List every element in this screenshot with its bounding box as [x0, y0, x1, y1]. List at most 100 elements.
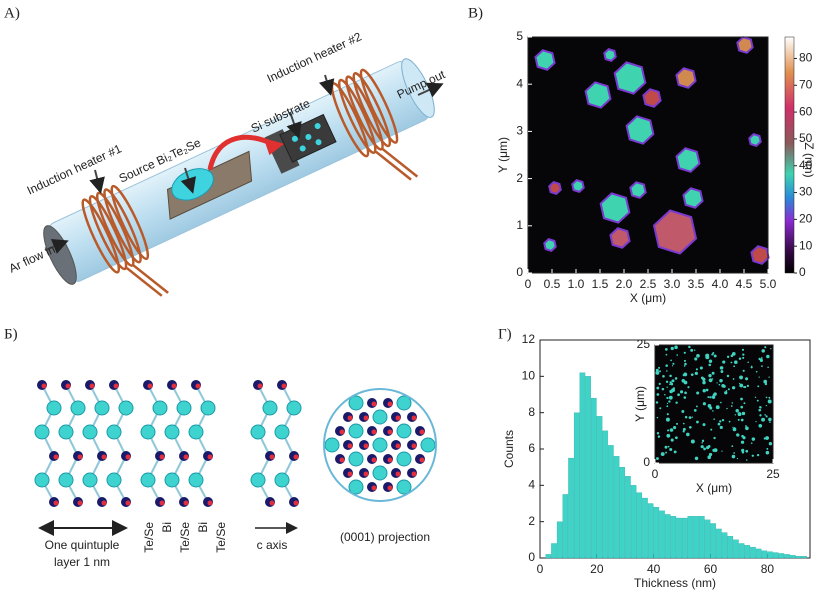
atom-te-hl [90, 384, 95, 389]
grain-dot [683, 374, 685, 376]
atom-te-hl [420, 430, 425, 435]
grain-dot [721, 384, 725, 388]
x-tick-label: 3.0 [664, 277, 681, 291]
atom-bi [141, 473, 155, 487]
grain-dot [684, 352, 686, 354]
grain-dot [661, 452, 665, 456]
atom-te-hl [78, 455, 83, 460]
y-tick-label: 2 [528, 514, 535, 528]
atom-bi [373, 438, 387, 452]
grain-dot [755, 397, 756, 398]
x-tick-label: 0 [525, 277, 532, 291]
atom-bi [397, 424, 411, 438]
y-tick-label: 8 [528, 405, 535, 419]
y-tick-label: 1 [516, 218, 523, 232]
grain-dot [741, 441, 744, 444]
grain-dot [708, 374, 711, 377]
grain-dot [731, 445, 733, 447]
atom-bi [275, 473, 289, 487]
scale-text: layer 1 nm [54, 555, 110, 569]
x-axis-label: Thickness (nm) [634, 576, 716, 590]
atom-te-hl [294, 501, 299, 506]
grain [749, 134, 760, 146]
atom-te-hl [270, 455, 275, 460]
grain-dot [696, 354, 700, 358]
grain-dot [732, 455, 736, 459]
bar [733, 540, 738, 558]
grain [544, 239, 555, 251]
grain-dot [667, 429, 669, 431]
panel-label: Б) [4, 326, 18, 342]
panel-label: Г) [498, 326, 512, 342]
atom-te-hl [160, 501, 165, 506]
bar [790, 555, 795, 558]
grain-dot [701, 445, 704, 448]
grain-dot [761, 418, 765, 422]
y-tick-label: 25 [637, 337, 651, 351]
bar [568, 458, 573, 558]
atom-te-hl [160, 455, 165, 460]
grain [535, 50, 554, 70]
grain-dot [740, 406, 743, 409]
grain-dot [712, 372, 715, 375]
grain-dot [733, 365, 735, 367]
grain-dot [703, 448, 706, 451]
grain [572, 180, 583, 192]
grain-dot [672, 363, 674, 365]
grain-dot [742, 353, 744, 355]
grain-dot [706, 446, 709, 449]
grain-dot [670, 428, 674, 432]
grain [604, 49, 615, 61]
x-axis-label: X (μm) [696, 481, 732, 495]
grain-dot [733, 452, 735, 454]
grain-dot [676, 354, 678, 356]
bar [614, 456, 619, 558]
label-flow: Ar flow in [7, 242, 58, 276]
atom-te-hl [208, 455, 213, 460]
grain-dot [751, 442, 753, 444]
atom-bi [263, 401, 277, 415]
grain-dot [726, 408, 727, 409]
grain-dot [768, 397, 770, 399]
grain-dot [703, 402, 706, 405]
grain-dot [720, 426, 723, 429]
x-tick-label: 4.0 [712, 277, 729, 291]
grain [751, 246, 768, 264]
y-tick-label: 6 [528, 441, 535, 455]
atom-bi [83, 473, 97, 487]
grain-dot [673, 387, 675, 389]
grain-dot [667, 413, 669, 415]
atom-te-hl [364, 444, 369, 449]
grain-dot [747, 385, 749, 387]
grain-dot [673, 426, 676, 429]
atom-bi [251, 425, 265, 439]
grain-dot [666, 381, 668, 383]
atom-bi [201, 401, 215, 415]
atom-te-hl [396, 472, 401, 477]
atom-bi [189, 473, 203, 487]
grain-dot [666, 418, 670, 422]
bar [750, 547, 755, 558]
atom-te-hl [388, 402, 393, 407]
grain-dot [671, 439, 674, 442]
grain-dot [691, 439, 695, 443]
bar [784, 554, 789, 558]
bar [722, 533, 727, 558]
grain-dot [712, 396, 715, 399]
grain-dot [741, 449, 744, 452]
grain-dot [738, 412, 742, 416]
grain-dot [739, 375, 743, 379]
grain-dot [694, 357, 697, 360]
grain-dot [675, 436, 678, 439]
grain-dot [696, 392, 699, 395]
layer-label: Bi [160, 522, 174, 533]
atom-bi [373, 410, 387, 424]
bar [801, 556, 806, 558]
bar [557, 522, 562, 558]
grain-dot [656, 387, 659, 390]
bar [597, 416, 602, 558]
atom-bi [35, 473, 49, 487]
bar [671, 516, 676, 558]
y-tick-label: 4 [528, 478, 535, 492]
atom-te-hl [54, 501, 59, 506]
